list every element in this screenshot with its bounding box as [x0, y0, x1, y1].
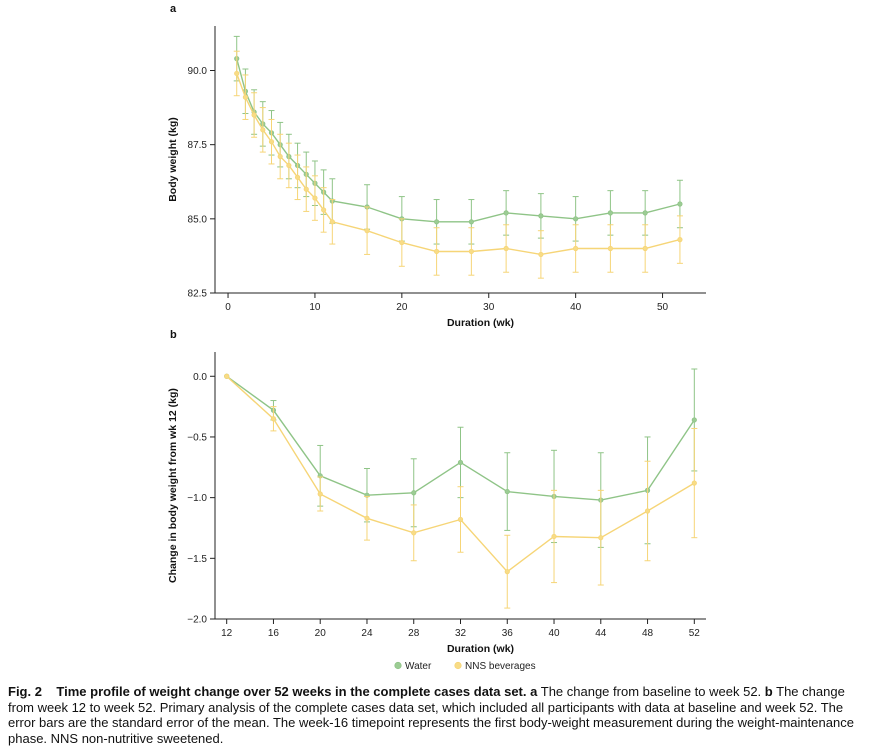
data-point — [573, 245, 579, 252]
y-tick-label: 82.5 — [188, 289, 208, 300]
series-line-nns — [236, 73, 681, 256]
y-axis-label: Body weight (kg) — [167, 117, 179, 202]
y-tick-label: −2.0 — [187, 615, 207, 626]
panel-a-chart: a 82.5 85.0 87.5 90.0 0 10 20 30 40 50 Duration (wk… — [167, 3, 706, 329]
data-point — [551, 533, 557, 540]
data-point — [234, 70, 240, 77]
x-tick-label: 28 — [408, 628, 420, 639]
data-point — [504, 569, 510, 575]
series-nns — [224, 373, 698, 609]
data-point — [364, 228, 370, 234]
legend-marker-water — [394, 661, 402, 670]
data-point — [294, 174, 301, 180]
data-point — [251, 112, 257, 118]
data-point — [607, 210, 614, 216]
data-point — [573, 216, 579, 222]
data-point — [303, 186, 309, 192]
caption-panel-b-label: b — [764, 684, 773, 699]
data-point — [321, 207, 327, 213]
data-point — [468, 248, 474, 255]
x-tick-label: 40 — [548, 628, 560, 639]
data-point — [503, 210, 509, 216]
data-point — [268, 139, 275, 145]
legend-label-water: Water — [405, 661, 432, 672]
x-tick-label: 10 — [309, 302, 321, 313]
data-point — [538, 251, 544, 258]
y-tick-label: 87.5 — [188, 140, 208, 151]
data-point — [642, 245, 648, 252]
y-tick-label: 0.0 — [193, 372, 207, 383]
x-tick-label: 0 — [225, 302, 231, 313]
y-tick-label: 90.0 — [188, 66, 208, 77]
x-tick-label: 44 — [595, 628, 607, 639]
figure-caption: Fig. 2 Time profile of weight change ove… — [8, 684, 870, 746]
x-tick-label: 36 — [502, 628, 514, 639]
data-point — [538, 213, 544, 219]
x-tick-label: 12 — [221, 628, 233, 639]
x-tick-label: 16 — [268, 628, 280, 639]
caption-panel-b-text: The change from week 12 to week 52. Prim… — [8, 684, 854, 746]
data-point — [411, 490, 417, 496]
caption-panel-a-text: The change from baseline to week 52. — [540, 684, 762, 699]
data-point — [457, 516, 464, 523]
caption-title: Time profile of weight change over 52 we… — [56, 684, 527, 699]
x-tick-label: 50 — [657, 302, 669, 313]
x-axis-label: Duration (wk) — [447, 317, 514, 329]
panel-label: b — [170, 329, 177, 341]
series-line-water — [236, 58, 681, 223]
data-point — [399, 239, 405, 246]
x-tick-label: 32 — [455, 628, 467, 639]
data-point — [607, 245, 614, 252]
data-point — [411, 530, 417, 536]
y-tick-label: −1.0 — [187, 493, 207, 504]
caption-fig-label: Fig. 2 — [8, 684, 42, 699]
y-tick-label: −0.5 — [187, 432, 207, 443]
panel-b-chart: b −2.0 −1.5 −1.0 −0.5 0.0 12 16 20 24 28 32 36 40 44 48… — [167, 329, 706, 655]
data-point — [260, 127, 266, 133]
data-point — [277, 153, 283, 160]
data-point — [691, 480, 697, 486]
data-point — [224, 373, 230, 379]
data-point — [242, 94, 249, 100]
y-tick-label: −1.5 — [187, 554, 207, 565]
data-point — [598, 535, 604, 541]
data-point — [677, 237, 683, 243]
y-tick-label: 85.0 — [188, 214, 208, 225]
data-point — [317, 491, 323, 497]
data-point — [270, 416, 277, 422]
data-point — [364, 515, 370, 521]
data-point — [468, 219, 474, 225]
data-point — [434, 248, 440, 255]
x-tick-label: 24 — [361, 628, 373, 639]
data-point — [503, 245, 509, 252]
x-tick-label: 52 — [689, 628, 701, 639]
x-axis-label: Duration (wk) — [447, 643, 514, 655]
y-axis-label: Change in body weight from wk 12 (kg) — [167, 388, 179, 583]
data-point — [312, 195, 318, 201]
data-point — [286, 162, 292, 169]
x-tick-label: 20 — [315, 628, 327, 639]
data-point — [434, 219, 440, 225]
x-tick-label: 40 — [570, 302, 582, 313]
data-point — [457, 459, 464, 466]
series-water — [233, 35, 683, 245]
legend-marker-nns — [454, 661, 462, 670]
data-point — [644, 508, 651, 514]
x-tick-label: 48 — [642, 628, 654, 639]
data-point — [329, 219, 335, 225]
panel-label: a — [170, 3, 177, 15]
figure: a 82.5 85.0 87.5 90.0 0 10 20 30 40 50 Duration (wk… — [167, 3, 706, 672]
legend-label-nns: NNS beverages — [465, 661, 536, 672]
series-nns — [233, 50, 683, 279]
caption-panel-a-label: a — [530, 684, 538, 699]
data-point — [642, 210, 648, 216]
legend: Water NNS beverages — [394, 661, 536, 672]
x-tick-label: 20 — [396, 302, 408, 313]
data-point — [691, 417, 697, 423]
data-point — [504, 488, 510, 495]
x-tick-label: 30 — [483, 302, 495, 313]
data-point — [677, 201, 683, 207]
